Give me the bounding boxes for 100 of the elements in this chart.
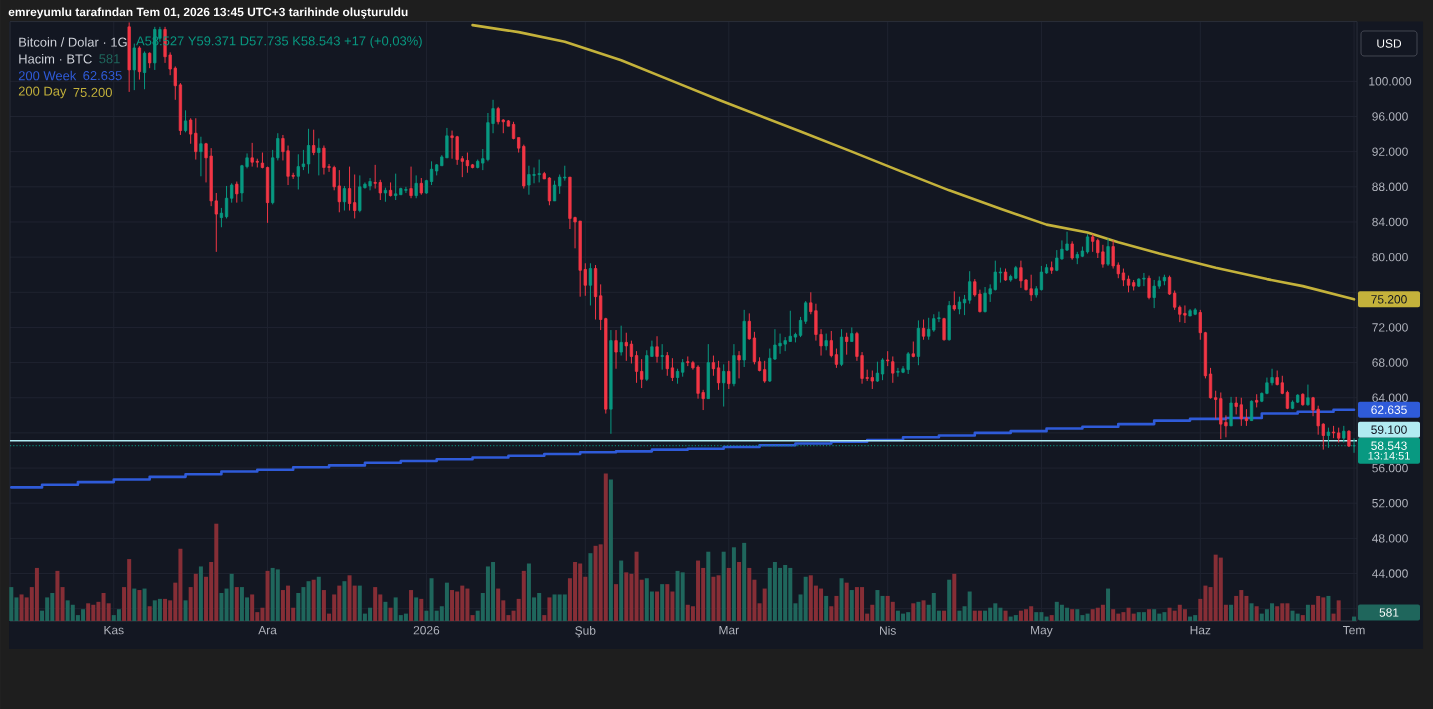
candlestick bbox=[301, 149, 306, 171]
bar bbox=[132, 588, 137, 621]
bar bbox=[716, 575, 721, 621]
x-tick-label: Tem bbox=[1343, 626, 1365, 635]
candlestick bbox=[1229, 396, 1233, 427]
y-tick-label: 68.000 bbox=[1372, 358, 1408, 367]
bar bbox=[86, 603, 91, 621]
bar bbox=[1085, 613, 1090, 621]
candlestick bbox=[968, 270, 972, 305]
candlestick bbox=[640, 358, 644, 389]
x-tick-label: Ara bbox=[258, 626, 277, 635]
data-label: 62.635 bbox=[1371, 405, 1407, 414]
bar bbox=[1049, 615, 1054, 621]
y-tick-label: 56.000 bbox=[1372, 463, 1408, 473]
bar bbox=[680, 572, 685, 621]
candlestick bbox=[312, 129, 316, 156]
candlestick bbox=[588, 262, 593, 306]
x-tick-label: Mar bbox=[719, 626, 739, 635]
bar bbox=[844, 582, 849, 621]
bar bbox=[1100, 604, 1105, 621]
bar bbox=[1141, 612, 1146, 621]
bar bbox=[198, 566, 203, 621]
candlestick bbox=[711, 355, 716, 377]
bar bbox=[424, 610, 429, 621]
bar bbox=[839, 578, 844, 621]
bar bbox=[660, 584, 665, 621]
bar bbox=[137, 590, 142, 621]
bar bbox=[762, 588, 767, 621]
text: 62.635 bbox=[83, 71, 122, 81]
x-tick-label: Nis bbox=[880, 626, 896, 635]
candlestick bbox=[952, 290, 956, 312]
bar bbox=[275, 569, 280, 621]
bar bbox=[1229, 604, 1234, 621]
bar bbox=[1013, 615, 1018, 621]
bar bbox=[875, 590, 880, 621]
bar bbox=[306, 581, 311, 621]
bar bbox=[342, 581, 347, 621]
text: 200 Week bbox=[18, 70, 77, 81]
candlestick bbox=[317, 137, 321, 176]
candlestick bbox=[722, 363, 726, 408]
y-tick-label: 84.000 bbox=[1372, 217, 1408, 227]
x-tick-label: Şub bbox=[575, 626, 596, 638]
candlestick bbox=[414, 174, 418, 199]
ref-line-label: 58.543 bbox=[1371, 441, 1407, 450]
bar bbox=[1326, 595, 1331, 621]
bar bbox=[619, 560, 624, 621]
candlestick bbox=[727, 360, 731, 390]
candlestick bbox=[829, 330, 833, 358]
candlestick bbox=[132, 43, 136, 91]
candlestick bbox=[1198, 309, 1202, 341]
bar bbox=[163, 598, 168, 621]
candlestick bbox=[409, 166, 413, 199]
candlestick bbox=[306, 128, 311, 175]
annotation: 581 bbox=[99, 54, 120, 64]
text: 13:14:51 bbox=[1368, 451, 1410, 460]
bar bbox=[1254, 606, 1259, 621]
candlestick bbox=[670, 357, 675, 382]
x-tick-label: 2026 bbox=[413, 626, 440, 635]
bar bbox=[373, 587, 378, 621]
bar bbox=[316, 576, 321, 621]
candlestick bbox=[660, 343, 664, 371]
bar bbox=[1295, 613, 1300, 621]
bar bbox=[747, 567, 752, 621]
bar bbox=[947, 579, 952, 621]
candlestick bbox=[921, 319, 926, 341]
candlestick bbox=[747, 312, 751, 341]
bar bbox=[55, 570, 60, 621]
y-tick-label: 64.000 bbox=[1372, 393, 1408, 402]
x-tick-label: Kas bbox=[104, 626, 124, 635]
bar bbox=[967, 591, 972, 621]
candlestick bbox=[465, 152, 470, 174]
bar bbox=[116, 609, 121, 621]
candlestick bbox=[763, 360, 767, 384]
bar bbox=[977, 610, 982, 621]
candlestick bbox=[1085, 233, 1090, 255]
bar bbox=[1003, 610, 1008, 621]
bar bbox=[1075, 609, 1080, 621]
candlestick bbox=[1167, 275, 1172, 296]
candlestick bbox=[614, 329, 618, 370]
candlestick bbox=[1147, 275, 1151, 300]
candlestick bbox=[1208, 367, 1213, 400]
bar bbox=[183, 600, 188, 621]
bar bbox=[142, 588, 147, 621]
bar bbox=[1070, 609, 1075, 621]
bar bbox=[409, 590, 414, 621]
y-tick-label: 72.000 bbox=[1372, 323, 1408, 332]
bar bbox=[711, 576, 716, 621]
bar bbox=[942, 610, 947, 621]
candlestick bbox=[347, 166, 352, 212]
candlestick bbox=[142, 50, 147, 90]
bar bbox=[157, 598, 162, 621]
candlestick bbox=[1106, 238, 1110, 267]
candlestick bbox=[230, 182, 234, 204]
bar bbox=[880, 595, 885, 621]
bar bbox=[34, 567, 39, 621]
candlestick bbox=[716, 360, 721, 391]
bar bbox=[388, 607, 393, 621]
bar bbox=[1336, 600, 1341, 621]
bar bbox=[1034, 612, 1039, 621]
bar bbox=[1275, 606, 1280, 621]
